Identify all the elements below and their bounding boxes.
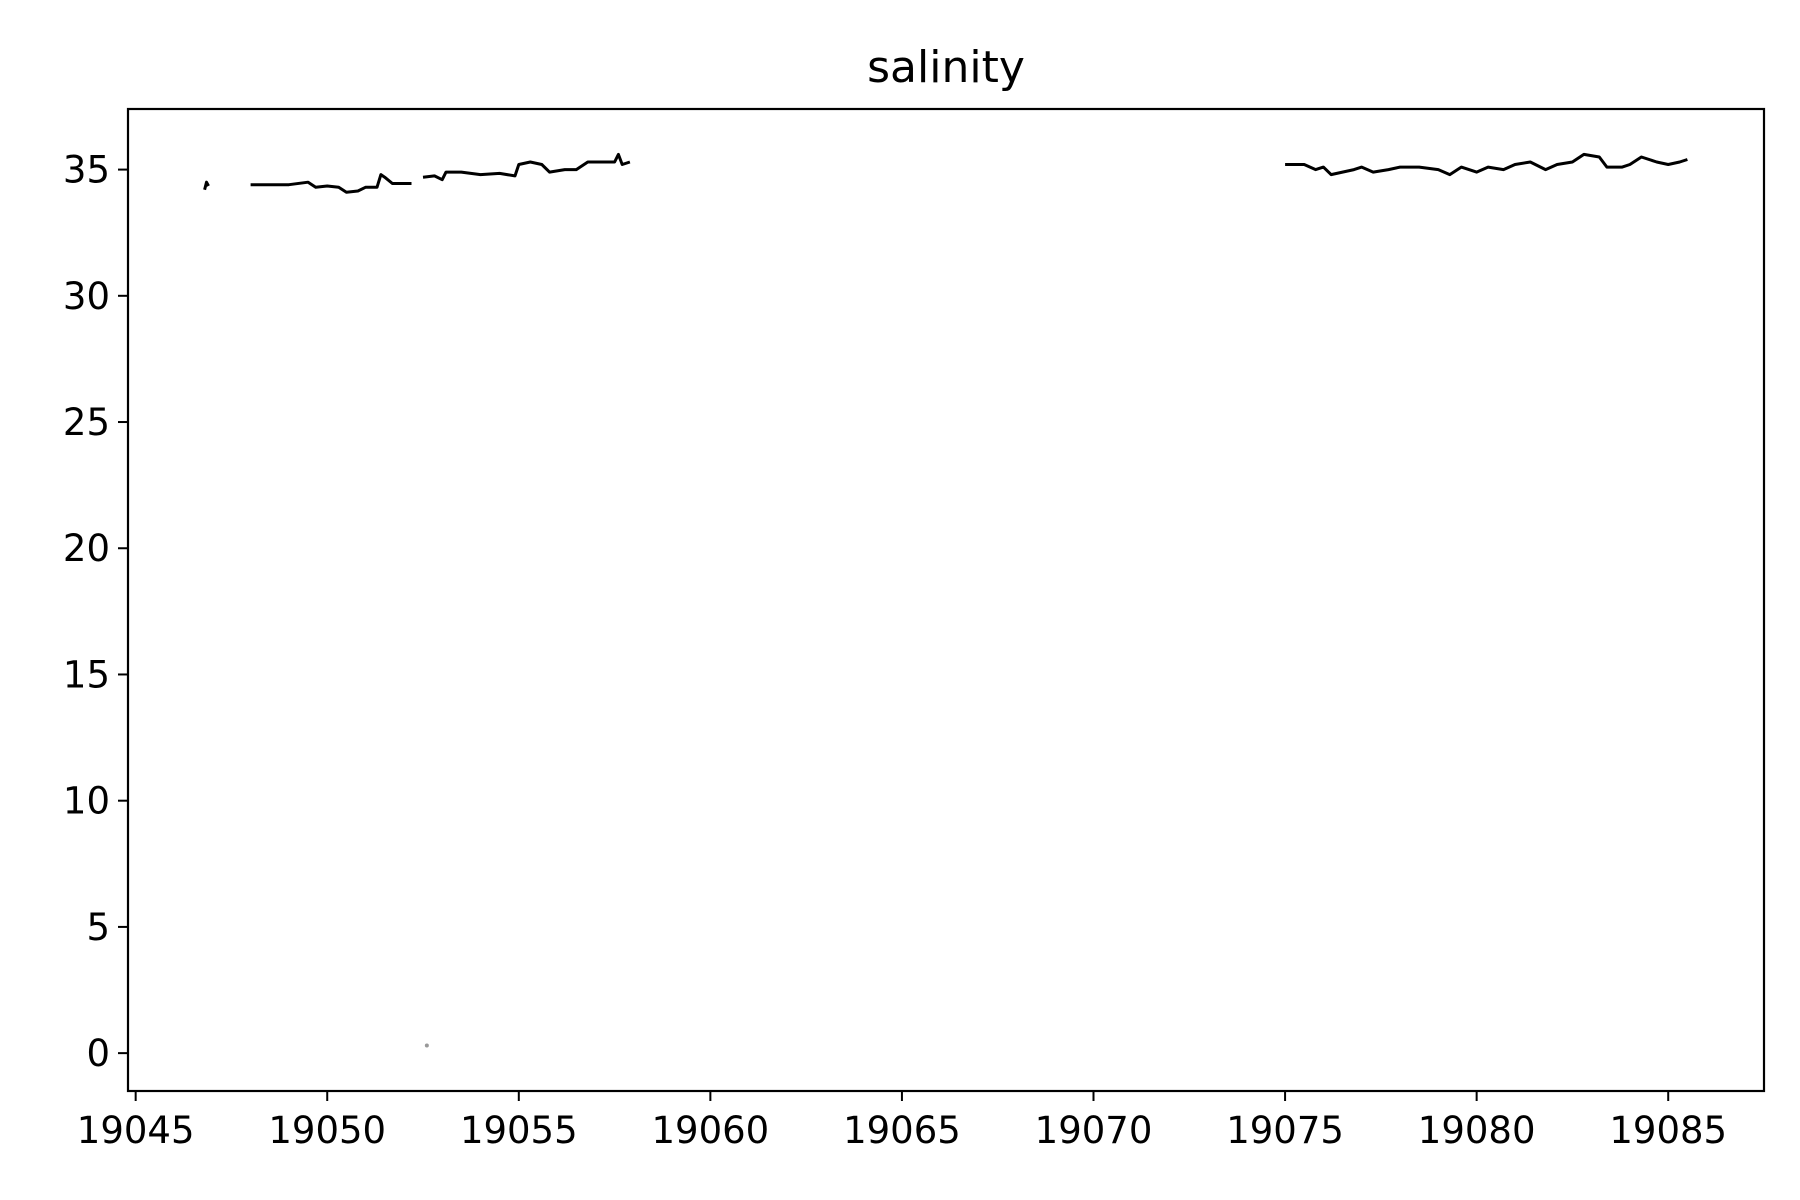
x-tick-label: 19050 xyxy=(268,1109,386,1152)
x-tick-label: 19085 xyxy=(1609,1109,1727,1152)
y-axis: 0 5 10 15 20 25 30 35 xyxy=(63,149,128,1075)
salinity-line-segment-4 xyxy=(1285,152,1688,177)
plot-frame xyxy=(126,107,1766,1093)
y-tick-label: 10 xyxy=(63,780,110,823)
salinity-line-segment-3 xyxy=(422,152,631,182)
x-tick-label: 19080 xyxy=(1418,1109,1536,1152)
y-tick-label: 30 xyxy=(63,275,110,318)
chart-title: salinity xyxy=(867,42,1025,93)
x-axis: 19045 19050 19055 19060 19065 19070 19075 19080… xyxy=(77,1091,1727,1152)
y-tick-label: 15 xyxy=(63,653,110,696)
x-tick-label: 19065 xyxy=(843,1109,961,1152)
x-tick-label: 19055 xyxy=(460,1109,578,1152)
outlier-point xyxy=(424,1043,429,1048)
y-tick-label: 35 xyxy=(63,149,110,192)
x-tick-label: 19045 xyxy=(77,1109,195,1152)
y-tick-label: 20 xyxy=(63,527,110,570)
y-tick-label: 0 xyxy=(86,1032,110,1075)
x-tick-label: 19070 xyxy=(1035,1109,1153,1152)
y-tick-label: 25 xyxy=(63,401,110,444)
x-tick-label: 19060 xyxy=(652,1109,770,1152)
salinity-line-segment-1 xyxy=(203,180,210,191)
salinity-line-segment-2 xyxy=(250,173,412,194)
y-tick-label: 5 xyxy=(86,906,110,949)
x-tick-label: 19075 xyxy=(1226,1109,1344,1152)
plot-lines xyxy=(203,152,1688,1048)
